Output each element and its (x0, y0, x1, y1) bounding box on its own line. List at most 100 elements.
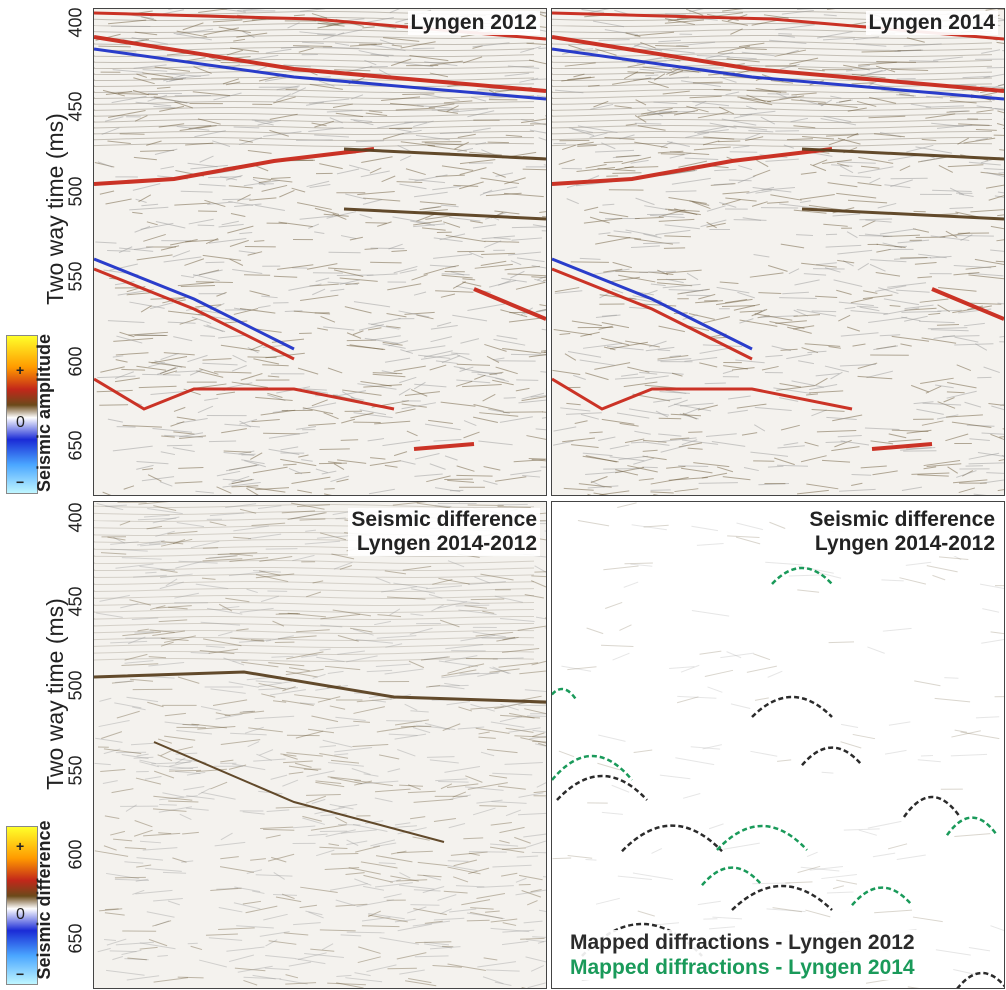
panel-title-lyngen-2012: Lyngen 2012 (407, 11, 540, 35)
seismic-texture (688, 325, 710, 331)
seismic-texture (413, 120, 434, 128)
seismic-layer (94, 588, 535, 592)
seismic-texture (527, 982, 546, 988)
seismic-texture (511, 237, 543, 241)
reflector (343, 147, 546, 161)
seismic-texture (221, 220, 239, 226)
seismic-texture (254, 715, 295, 720)
seismic-texture (293, 310, 331, 315)
seismic-texture (516, 379, 539, 381)
seismic-texture (158, 832, 172, 835)
seismic-texture (387, 768, 401, 773)
seismic-texture (680, 664, 700, 673)
seismic-texture (263, 131, 302, 137)
seismic-texture (349, 43, 383, 47)
seismic-texture (523, 920, 543, 924)
seismic-texture (493, 237, 511, 240)
seismic-texture (904, 304, 934, 310)
seismic-texture (985, 184, 1004, 189)
seismic-texture (445, 234, 486, 243)
seismic-texture (139, 565, 176, 571)
seismic-texture (152, 427, 193, 433)
seismic-texture (314, 207, 340, 215)
mapped-diffraction-2014 (851, 886, 913, 907)
seismic-texture (587, 493, 592, 495)
panel-title-difference-right: Seismic difference Lyngen 2014-2012 (806, 508, 998, 556)
seismic-texture (338, 824, 361, 826)
seismic-texture (990, 249, 1004, 252)
seismic-texture (997, 214, 1004, 217)
seismic-texture (601, 811, 623, 815)
seismic-texture (544, 627, 546, 629)
seismic-texture (541, 417, 546, 419)
seismic-texture (502, 347, 541, 354)
seismic-texture (306, 389, 329, 394)
seismic-texture (285, 668, 324, 676)
seismic-texture (617, 875, 652, 880)
seismic-texture (400, 349, 414, 354)
seismic-texture (462, 278, 476, 281)
seismic-texture (220, 856, 239, 860)
seismic-texture (706, 205, 726, 212)
seismic-texture (562, 144, 576, 151)
seismic-texture (233, 38, 246, 42)
seismic-texture (400, 155, 412, 162)
seismic-texture (850, 310, 888, 315)
seismic-texture (689, 200, 710, 206)
seismic-texture (544, 617, 546, 619)
seismic-texture (495, 172, 514, 177)
seismic-texture (102, 780, 118, 784)
seismic-texture (261, 295, 278, 299)
seismic-texture (694, 126, 728, 134)
seismic-texture (433, 438, 462, 442)
seismic-texture (133, 77, 155, 85)
seismic-texture (815, 571, 842, 579)
seismic-texture (351, 94, 364, 100)
seismic-texture (511, 226, 546, 229)
seismic-texture (776, 464, 809, 467)
seismic-texture (949, 207, 974, 210)
seismic-texture (335, 903, 368, 907)
seismic-texture (763, 14, 789, 19)
seismic-texture (264, 77, 286, 82)
seismic-texture (852, 343, 866, 347)
seismic-texture (914, 680, 941, 687)
seismic-texture (301, 654, 318, 658)
seismic-texture (397, 749, 416, 757)
seismic-texture (968, 272, 1004, 277)
seismic-texture (598, 436, 616, 441)
seismic-texture (504, 72, 530, 77)
seismic-texture (254, 328, 282, 333)
seismic-texture (769, 321, 805, 329)
seismic-texture (119, 331, 135, 338)
mapped-diffraction-2012 (621, 824, 723, 853)
seismic-texture (355, 140, 384, 143)
seismic-texture (995, 260, 1004, 263)
seismic-texture (275, 613, 301, 615)
seismic-texture (538, 137, 546, 141)
seismic-texture (327, 762, 364, 767)
seismic-texture (395, 107, 436, 111)
seismic-texture (975, 129, 997, 131)
seismic-texture (231, 381, 268, 388)
seismic-texture (228, 954, 255, 963)
seismic-texture (839, 165, 854, 174)
seismic-layer (94, 82, 535, 87)
seismic-texture (956, 470, 977, 478)
seismic-texture (574, 48, 594, 51)
seismic-texture (216, 291, 227, 297)
seismic-texture (165, 578, 178, 587)
seismic-texture (904, 315, 928, 322)
seismic-texture (163, 256, 202, 263)
seismic-texture (949, 110, 968, 113)
seismic-texture (500, 714, 540, 719)
seismic-texture (663, 247, 686, 249)
seismic-texture (580, 413, 599, 420)
panel-title-lyngen-2014: Lyngen 2014 (865, 11, 998, 35)
seismic-texture (688, 313, 715, 320)
seismic-texture (208, 440, 237, 443)
seismic-texture (304, 540, 341, 545)
seismic-texture (156, 86, 171, 89)
seismic-texture (714, 168, 737, 172)
seismic-texture (585, 372, 609, 381)
